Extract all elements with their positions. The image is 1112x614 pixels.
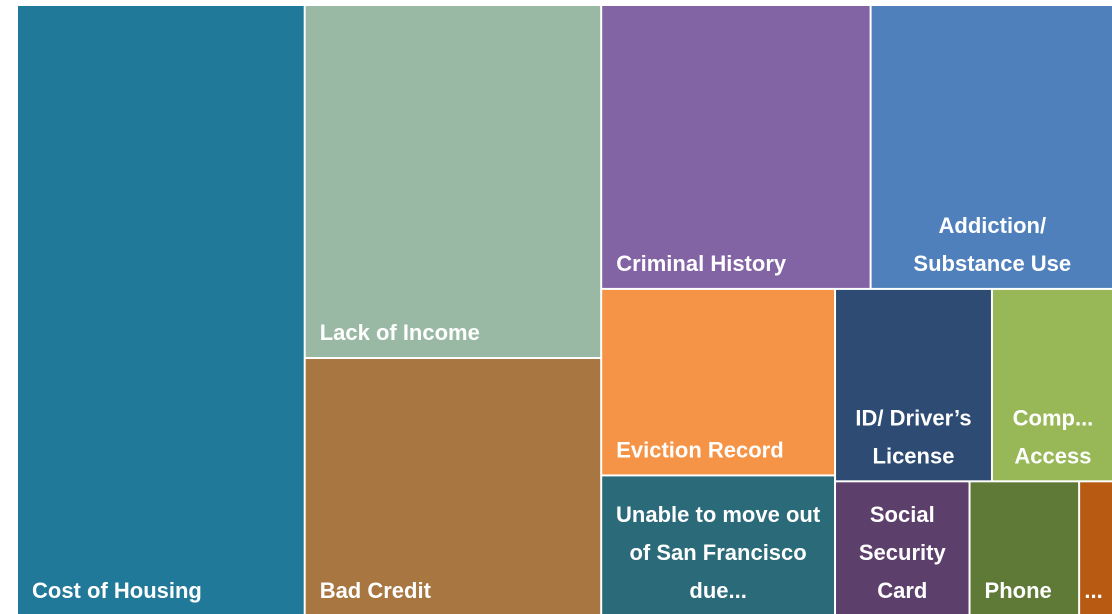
tile-rect (836, 482, 969, 614)
tile: Criminal History (602, 6, 870, 288)
tile: Comp... Access (992, 289, 1112, 481)
tile-rect (602, 476, 835, 614)
tile-rect (305, 359, 601, 614)
tile-rect (992, 289, 1112, 481)
tile-rect (602, 289, 835, 475)
tile-rect (836, 289, 991, 481)
tile-label: Comp... Access (1013, 405, 1094, 468)
tile: Social Security Card (836, 482, 969, 614)
tile: Bad Credit (305, 359, 601, 614)
tile-rect (305, 6, 601, 358)
tile: Lack of Income (305, 6, 601, 358)
tile-label: ID/ Driver’s License (855, 405, 971, 468)
tile-label: Social Security Card (859, 502, 947, 603)
tile-rect (871, 6, 1112, 288)
tile-label: Phone (985, 578, 1052, 603)
tile-label: Bad Credit (320, 578, 432, 603)
tile-rect (970, 482, 1079, 614)
tile: Phone (970, 482, 1079, 614)
tile: Eviction Record (602, 289, 835, 475)
tile-label: Lack of Income (320, 320, 480, 345)
tile: Unable to move out of San Francisco due... (602, 476, 835, 614)
tile-label: Addiction/Substance Use (913, 213, 1071, 276)
tile: Addiction/Substance Use (871, 6, 1112, 288)
tile-rect (602, 6, 870, 288)
tile: ID/ Driver’s License (836, 289, 991, 481)
tile: ... (1080, 482, 1112, 614)
tile-label: ... (1084, 578, 1102, 603)
tile-rect (18, 6, 304, 614)
tile-label: Criminal History (616, 251, 787, 276)
tile-label: Cost of Housing (32, 578, 202, 603)
tile-rect (1080, 482, 1112, 614)
tile-label: Unable to move out of San Francisco due... (616, 502, 821, 603)
tile: Cost of Housing (18, 6, 304, 614)
tile-label: Eviction Record (616, 437, 783, 462)
